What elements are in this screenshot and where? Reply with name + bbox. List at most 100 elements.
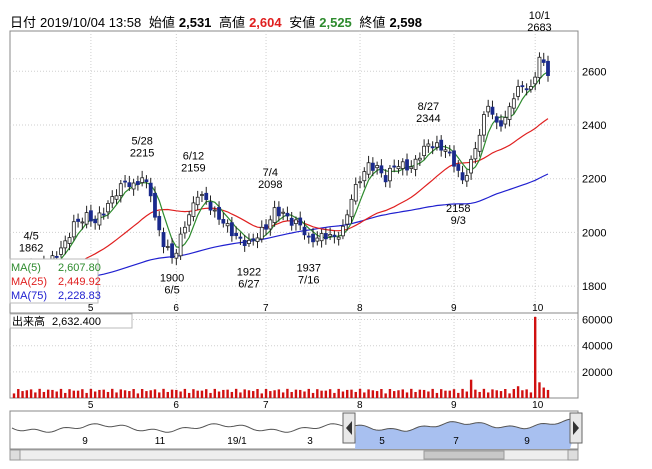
price-x-month-label: 5 (88, 303, 94, 314)
annotation-date: 7/16 (298, 274, 319, 286)
candle-body (426, 143, 431, 147)
volume-bar (354, 391, 357, 398)
volume-label-box (9, 313, 133, 329)
scroll-left-arrow[interactable] (9, 449, 21, 461)
navigator-scroll-thumb[interactable] (423, 450, 505, 460)
candle-body (345, 214, 350, 225)
candle-body (182, 226, 187, 234)
volume-bar (46, 389, 50, 398)
date-label: 日付 (10, 15, 37, 30)
candle-body (264, 224, 268, 230)
volume-bar (260, 393, 263, 398)
legend-ma25-value: 2,449.92 (58, 276, 101, 288)
candle-body (238, 236, 243, 239)
volume-bar (380, 389, 383, 398)
volume-bar (491, 389, 494, 398)
volume-bar (401, 389, 404, 398)
candle-body (439, 139, 444, 151)
annotation-date: 6/12 (183, 151, 204, 163)
candle-body (144, 179, 149, 183)
volume-x-month-label: 7 (263, 400, 269, 411)
navigator-x-label: 7 (453, 436, 459, 447)
volume-bar (17, 389, 20, 398)
candle-body (447, 151, 452, 154)
candle-body (71, 221, 76, 238)
volume-bar (405, 392, 409, 398)
candle-body (499, 120, 503, 127)
chevron-right-icon (573, 421, 579, 435)
volume-bar (311, 392, 315, 398)
volume-bar (465, 391, 469, 398)
volume-bar (388, 389, 392, 398)
volume-y-tick-label: 60000 (582, 315, 613, 327)
scroll-right-arrow[interactable] (567, 449, 579, 461)
candle-body (229, 222, 234, 237)
candle-body (276, 206, 281, 217)
volume-bar (153, 389, 157, 398)
candle-body (225, 223, 230, 227)
volume-bar (76, 390, 80, 398)
candle-body (272, 207, 277, 223)
candle-body (413, 158, 418, 170)
volume-bar (307, 388, 310, 398)
candle-body (191, 202, 196, 217)
candle-body (204, 192, 209, 200)
candle-body (281, 211, 286, 214)
volume-bar (418, 389, 422, 398)
candle-body (511, 98, 516, 109)
annotation-value: 1937 (297, 262, 321, 274)
candle-body (388, 167, 392, 182)
candle-body (247, 239, 251, 244)
low-value: 2,525 (319, 15, 352, 30)
navigator-x-label: 9 (524, 436, 530, 447)
volume-bar (414, 391, 417, 398)
candle-body (336, 236, 341, 240)
volume-bar (469, 379, 473, 398)
volume-bar (81, 389, 84, 398)
volume-bar (132, 389, 135, 398)
navigator-x-label: 11 (155, 436, 166, 447)
volume-bar (367, 389, 370, 398)
volume-bar (303, 391, 306, 398)
volume-x-month-label: 9 (451, 400, 457, 411)
navigator-x-label: 9 (82, 436, 88, 447)
candle-body (315, 237, 320, 242)
volume-bar (273, 390, 276, 398)
navigator-line (11, 418, 579, 433)
volume-bar (85, 392, 88, 398)
volume-bar (546, 389, 550, 398)
candle-body (319, 233, 324, 242)
volume-bar (375, 391, 379, 398)
price-panel (9, 30, 579, 314)
candle-body (546, 60, 550, 76)
candle-body (370, 162, 375, 171)
candle-body (298, 217, 303, 226)
volume-bar (205, 389, 208, 398)
candle-body (97, 212, 102, 226)
candle-body (221, 219, 226, 224)
volume-bar (25, 390, 29, 398)
volume-bar (320, 390, 323, 398)
legend-ma75-value: 2,228.83 (58, 290, 101, 302)
candle-body (353, 184, 358, 202)
volume-bar (106, 391, 110, 398)
volume-bar (234, 388, 238, 398)
chevron-left-icon (346, 421, 352, 435)
ma25-line (13, 118, 549, 276)
volume-bar (461, 388, 464, 398)
candle-body (323, 233, 328, 240)
volume-bar (140, 389, 144, 398)
candle-body (131, 182, 136, 190)
legend-ma75-name: MA(75) (11, 290, 47, 302)
candle-body (289, 217, 294, 226)
volume-bar (508, 393, 511, 398)
volume-bar (486, 392, 490, 398)
candle-body (123, 180, 127, 183)
volume-bar (504, 389, 507, 398)
volume-bar (175, 389, 178, 398)
candle-body (153, 192, 157, 218)
volume-bar (512, 389, 516, 398)
price-y-tick-label: 2000 (582, 227, 606, 239)
candle-body (524, 88, 529, 91)
